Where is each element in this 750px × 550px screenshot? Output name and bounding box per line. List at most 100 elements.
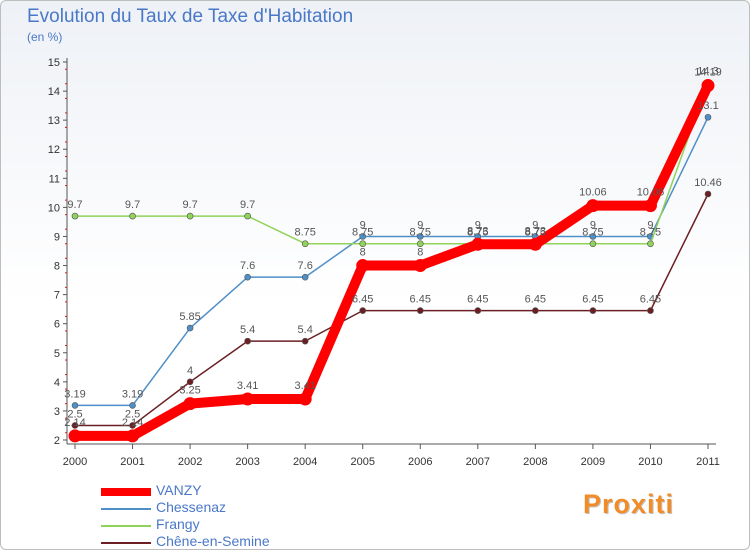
data-label: 10.46: [694, 177, 722, 189]
data-label: 9.7: [125, 199, 140, 211]
data-label: 3.41: [294, 380, 315, 392]
data-point: [186, 378, 194, 386]
data-label: 5.4: [298, 324, 313, 336]
data-label: 6.45: [467, 294, 488, 306]
data-label: 8.75: [294, 227, 315, 239]
data-point: [643, 199, 657, 213]
data-label: 6.45: [352, 294, 373, 306]
data-point: [359, 307, 367, 314]
data-label: 7.6: [298, 260, 313, 272]
data-point: [704, 113, 712, 121]
data-label: 9: [475, 219, 481, 231]
data-label: 3.19: [64, 388, 85, 400]
data-point: [298, 392, 312, 406]
x-tick-label: 2010: [638, 456, 662, 468]
legend-swatch: [101, 542, 151, 544]
data-label: 6.45: [410, 294, 431, 306]
data-point: [71, 402, 79, 409]
data-label: 2.14: [64, 417, 85, 429]
data-label: 8.73: [525, 225, 546, 237]
data-point: [129, 212, 136, 220]
data-point: [416, 307, 424, 314]
x-tick-label: 2000: [63, 456, 87, 468]
x-tick-label: 2004: [293, 456, 317, 468]
legend-label: Frangy: [156, 516, 200, 532]
data-label: 10.06: [579, 187, 607, 199]
x-tick-label: 2009: [581, 456, 605, 468]
data-label: 8.73: [467, 225, 488, 237]
y-tick-label: 9: [54, 231, 60, 243]
y-tick-label: 10: [48, 202, 60, 214]
data-label: 9: [647, 219, 653, 231]
data-label: 8: [360, 247, 366, 259]
data-point: [129, 422, 136, 429]
data-point: [589, 307, 597, 314]
data-label: 8.75: [525, 227, 546, 239]
proxiti-logo: Proxiti: [583, 489, 675, 519]
legend-swatch: [101, 488, 151, 496]
data-point: [186, 212, 194, 220]
data-label: 2.5: [67, 408, 82, 420]
data-label: 14.3: [697, 65, 718, 77]
data-label: 14.19: [694, 67, 722, 79]
data-label: 6.45: [640, 294, 661, 306]
data-point: [71, 422, 79, 429]
data-label: 2.14: [122, 417, 143, 429]
y-tick-label: 11: [49, 173, 60, 185]
data-point: [244, 212, 251, 220]
legend-label: VANZY: [156, 482, 202, 498]
data-point: [416, 240, 424, 248]
data-point: [701, 79, 715, 93]
data-label: 8.75: [640, 227, 661, 239]
y-tick-label: 12: [48, 144, 60, 156]
x-tick-label: 2001: [120, 456, 144, 468]
x-tick-label: 2005: [350, 456, 374, 468]
data-label: 6.45: [582, 294, 603, 306]
chart-subtitle: (en %): [27, 30, 63, 44]
y-tick-label: 4: [54, 377, 60, 389]
y-tick-label: 14: [48, 86, 60, 98]
data-label: 8.75: [352, 227, 373, 239]
data-point: [589, 233, 597, 240]
data-point: [647, 307, 654, 314]
data-label: 9: [590, 219, 596, 231]
data-label: 8.75: [410, 227, 431, 239]
data-point: [474, 307, 482, 314]
y-tick-label: 15: [48, 57, 60, 69]
data-point: [301, 273, 309, 281]
y-tick-label: 3: [54, 406, 60, 418]
data-point: [359, 240, 367, 248]
data-point: [647, 240, 654, 248]
series-line-chêne-en-semine: [74, 193, 709, 427]
y-tick-label: 5: [54, 348, 60, 360]
data-point: [68, 429, 82, 443]
data-label: 13.1: [697, 100, 718, 112]
data-label: 3.41: [237, 380, 258, 392]
data-point: [301, 240, 309, 248]
y-tick-label: 7: [54, 290, 60, 302]
x-tick-label: 2003: [235, 456, 259, 468]
data-point: [532, 307, 539, 314]
data-point: [71, 212, 79, 220]
x-tick-label: 2007: [466, 456, 490, 468]
x-tick-label: 2006: [408, 456, 432, 468]
data-point: [356, 259, 370, 273]
data-label: 9.7: [240, 199, 255, 211]
data-label: 4: [187, 365, 193, 377]
data-point: [301, 337, 309, 345]
data-point: [244, 337, 251, 345]
series-line-chessenaz: [74, 116, 709, 407]
data-label: 8.75: [467, 227, 488, 239]
data-label: 7.6: [240, 260, 255, 272]
data-label: 9: [417, 219, 423, 231]
data-point: [129, 402, 136, 409]
legend-swatch: [101, 525, 151, 527]
data-label: 3.19: [122, 388, 143, 400]
data-point: [126, 429, 140, 443]
data-point: [586, 199, 600, 213]
data-label: 9: [360, 219, 366, 231]
series-line-frangy: [74, 81, 709, 245]
data-point: [589, 240, 597, 248]
